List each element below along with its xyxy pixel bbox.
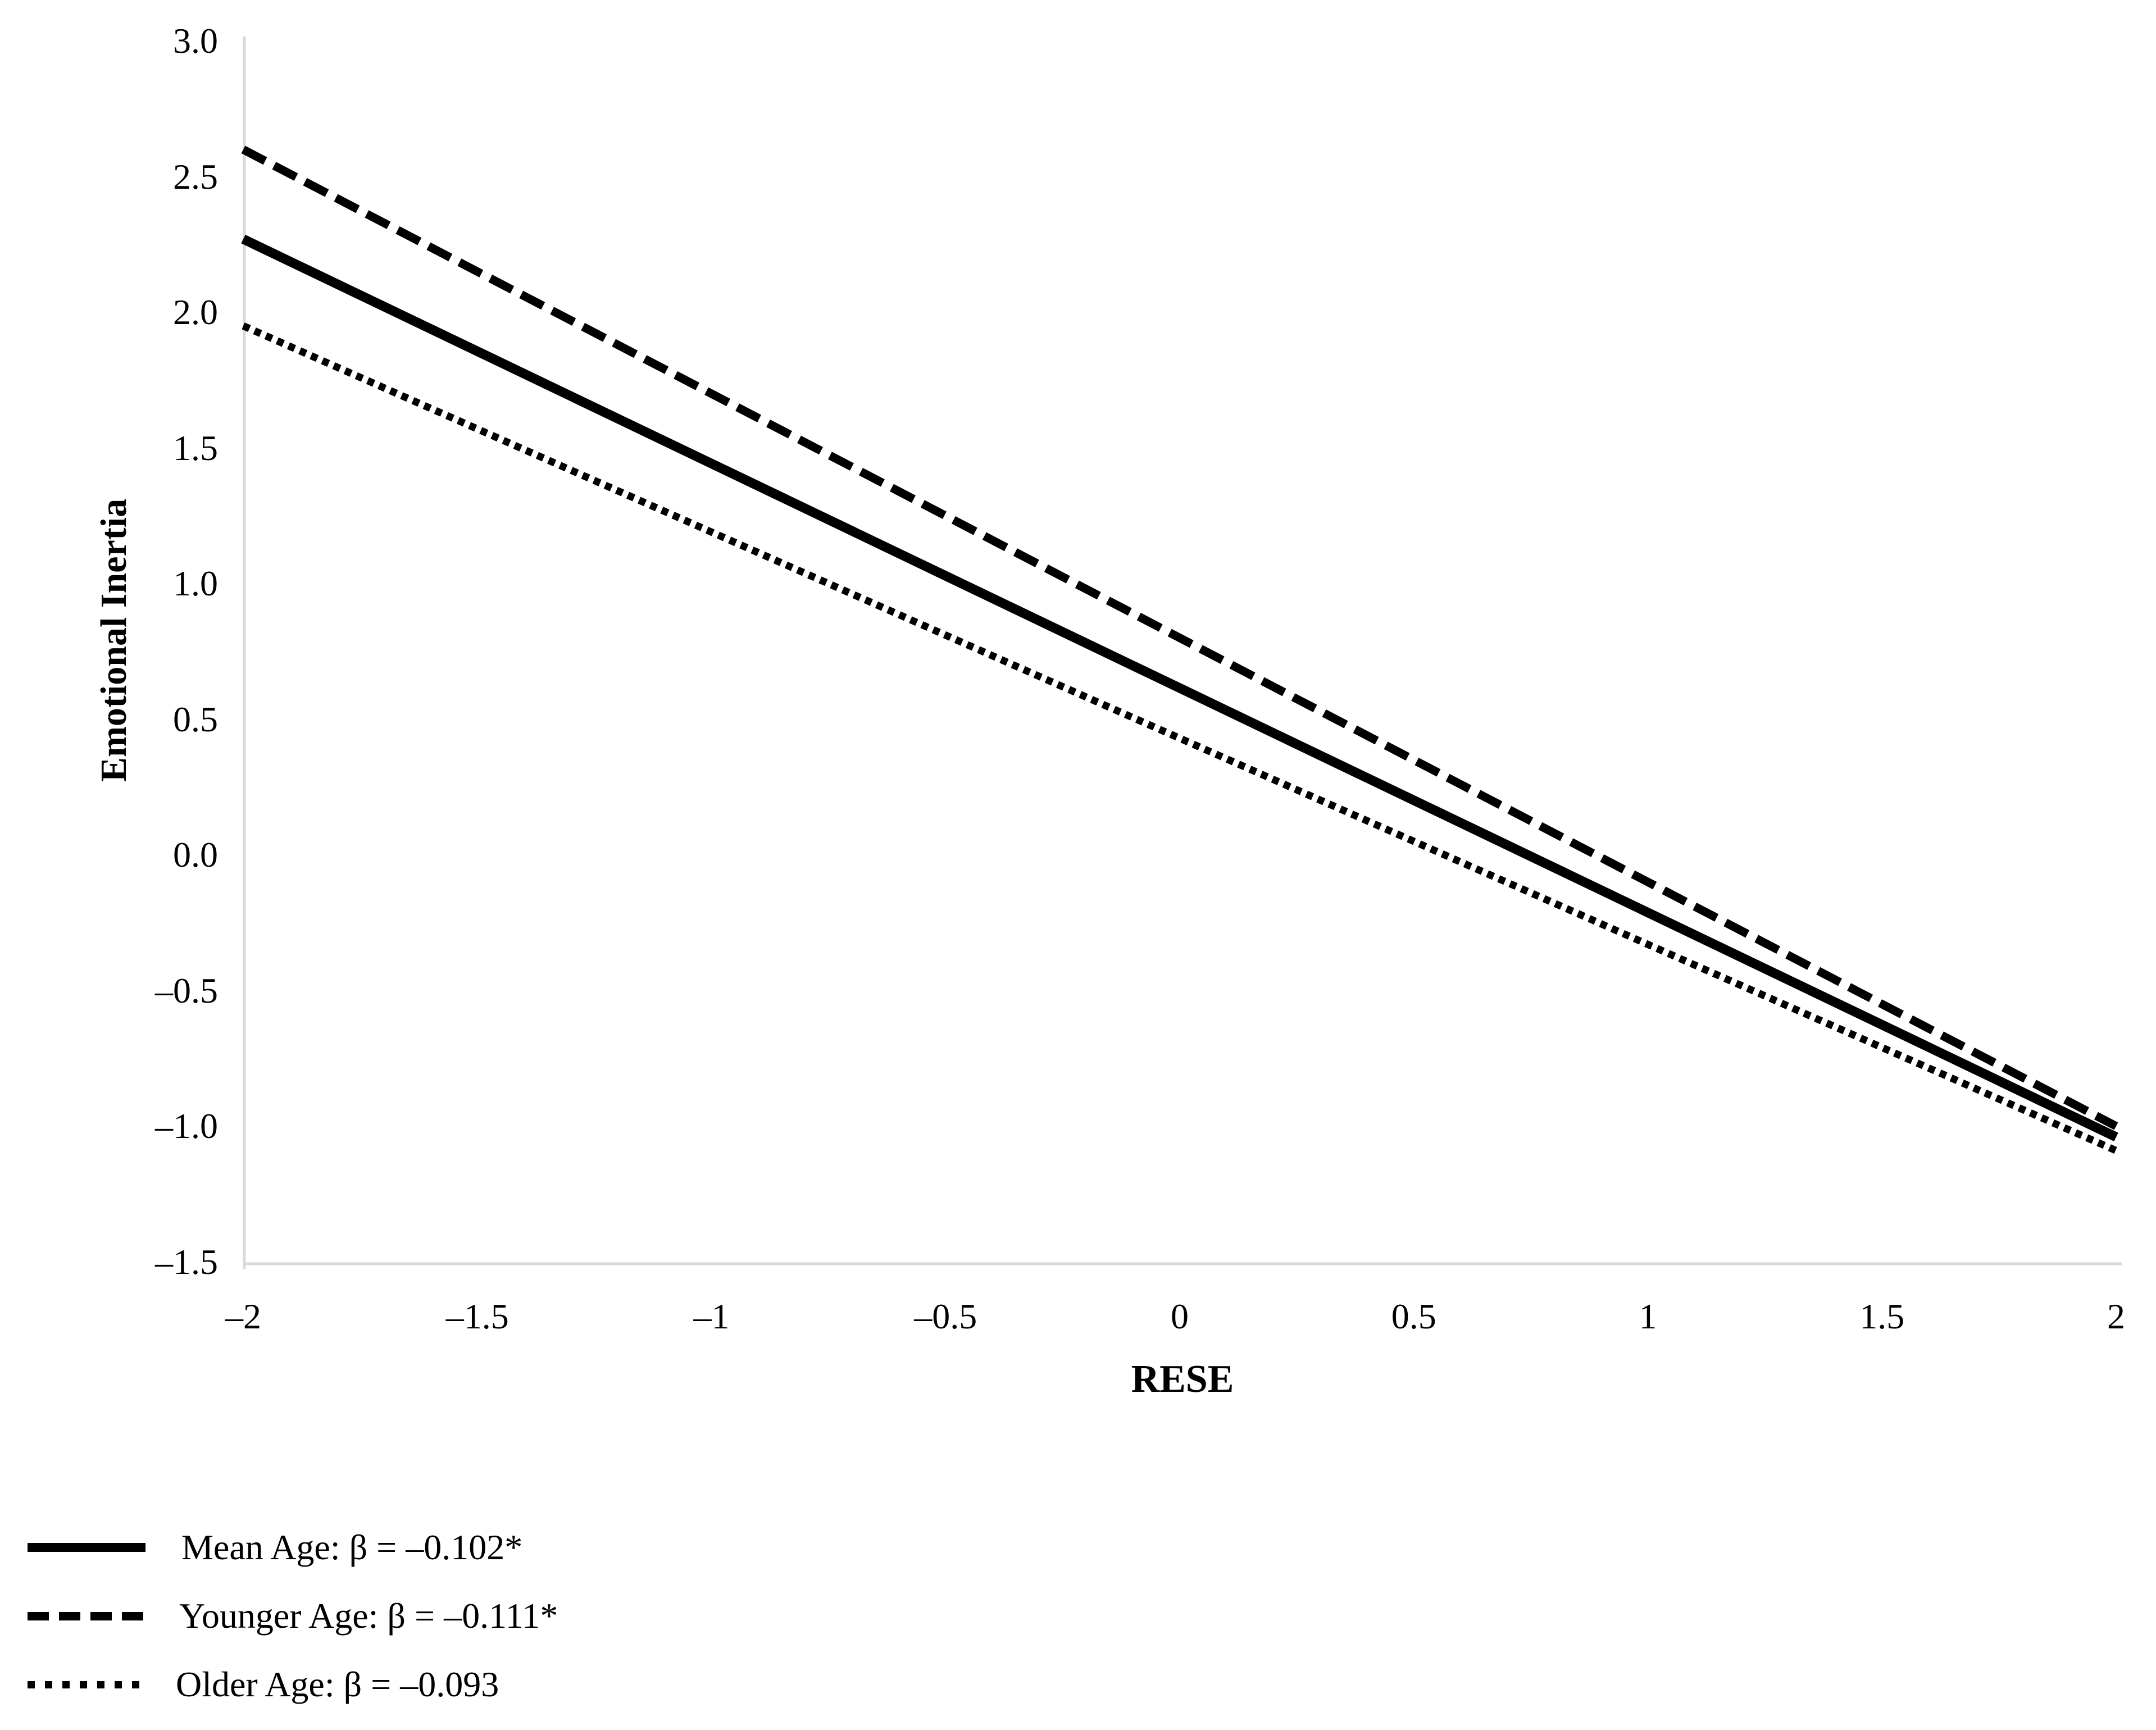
legend-label: Younger Age: β = –0.111* — [179, 1596, 558, 1636]
legend-item-older-age: Older Age: β = –0.093 — [28, 1662, 558, 1707]
solid-line-swatch-icon — [28, 1543, 145, 1552]
dotted-line-swatch-icon — [28, 1681, 140, 1688]
legend-label: Older Age: β = –0.093 — [176, 1664, 499, 1704]
series-line-older-age-dotted — [242, 322, 2118, 1154]
legend-label: Mean Age: β = –0.102* — [181, 1527, 523, 1567]
x-axis-title: RESE — [1131, 1358, 1234, 1401]
legend-item-younger-age: Younger Age: β = –0.111* — [28, 1594, 558, 1638]
series-line-mean-age-solid — [241, 234, 2118, 1141]
legend: Mean Age: β = –0.102* Younger Age: β = –… — [28, 1525, 558, 1707]
y-axis-title: Emotional Inertia — [93, 498, 134, 782]
legend-item-mean-age: Mean Age: β = –0.102* — [28, 1525, 558, 1570]
series-line-younger-age-dashed — [241, 145, 2118, 1130]
dashed-line-swatch-icon — [28, 1611, 143, 1620]
